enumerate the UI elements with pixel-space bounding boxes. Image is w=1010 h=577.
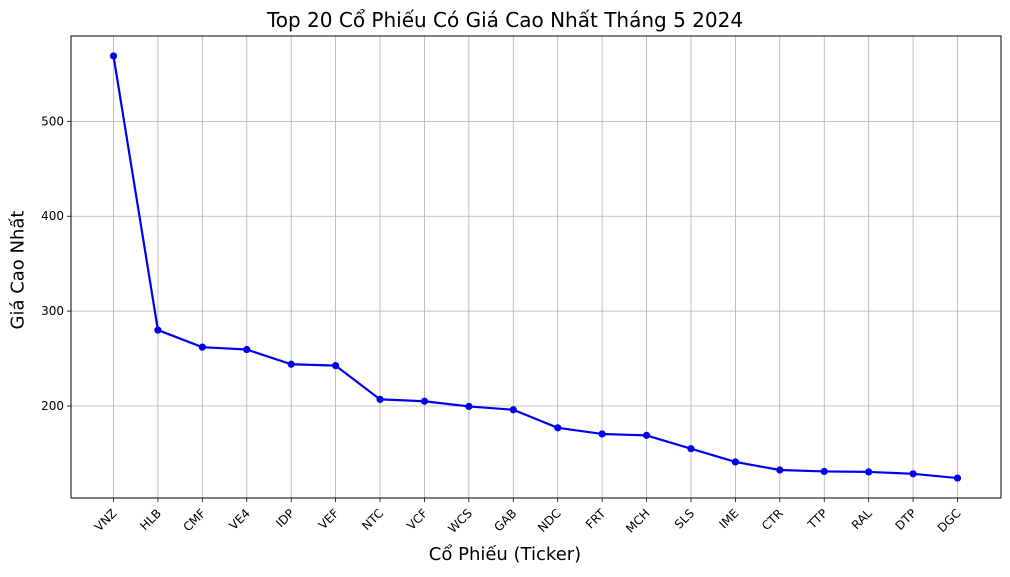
x-tick-label: DTP — [892, 506, 919, 533]
x-tick-label: VNZ — [92, 506, 120, 534]
x-tick-label: VE4 — [226, 506, 252, 532]
chart-title: Top 20 Cổ Phiếu Có Giá Cao Nhất Tháng 5 … — [266, 8, 744, 32]
data-point-ral — [865, 468, 873, 476]
data-point-vcf — [420, 397, 429, 405]
x-tick-label: NTC — [359, 506, 386, 533]
data-point-gab — [509, 406, 517, 414]
x-tick-label: IDP — [273, 506, 297, 530]
x-tick-label: HLB — [137, 506, 164, 533]
x-tick-label: DGC — [935, 506, 964, 535]
x-tick-label: CTR — [759, 506, 786, 533]
y-tick-label: 200 — [41, 399, 64, 413]
x-tick-label: RAL — [849, 506, 875, 532]
data-point-cmf — [198, 343, 206, 351]
x-tick-label: IME — [716, 506, 741, 531]
x-tick-label: CMF — [180, 506, 208, 534]
plot-frame — [70, 35, 1002, 499]
grid-layer — [71, 36, 1001, 498]
data-point-ndc — [554, 424, 562, 432]
data-point-sls — [687, 445, 695, 453]
x-tick-label: FRT — [583, 506, 609, 532]
data-point-vef — [332, 362, 340, 370]
data-point-dtp — [909, 470, 917, 478]
data-point-idp — [287, 360, 295, 368]
data-point-ime — [731, 458, 739, 466]
y-tick-label: 400 — [41, 209, 64, 223]
x-tick-label: WCS — [445, 506, 475, 536]
x-tick-label: GAB — [491, 506, 519, 534]
y-tick-label: 300 — [41, 304, 64, 318]
data-point-ve4 — [243, 345, 251, 354]
y-tick-label: 500 — [41, 114, 64, 128]
data-point-dgc — [953, 474, 962, 482]
data-point-vnz — [109, 52, 118, 60]
x-tick-label: VEF — [316, 506, 342, 532]
data-point-ntc — [376, 395, 384, 403]
data-point-ttp — [820, 467, 828, 476]
x-tick-label: SLS — [672, 506, 697, 531]
x-tick-label: TTP — [804, 506, 830, 532]
series-line — [112, 55, 958, 480]
series-layer — [109, 52, 962, 482]
data-point-hlb — [154, 326, 162, 334]
x-tick-label: MCH — [623, 506, 653, 536]
x-axis-label: Cổ Phiếu (Ticker) — [428, 544, 582, 565]
data-point-frt — [598, 430, 606, 438]
data-point-mch — [642, 431, 651, 439]
data-point-ctr — [776, 466, 784, 474]
data-point-wcs — [465, 402, 473, 411]
x-tick-label: NDC — [535, 506, 564, 535]
x-tick-label: VCF — [404, 506, 431, 533]
